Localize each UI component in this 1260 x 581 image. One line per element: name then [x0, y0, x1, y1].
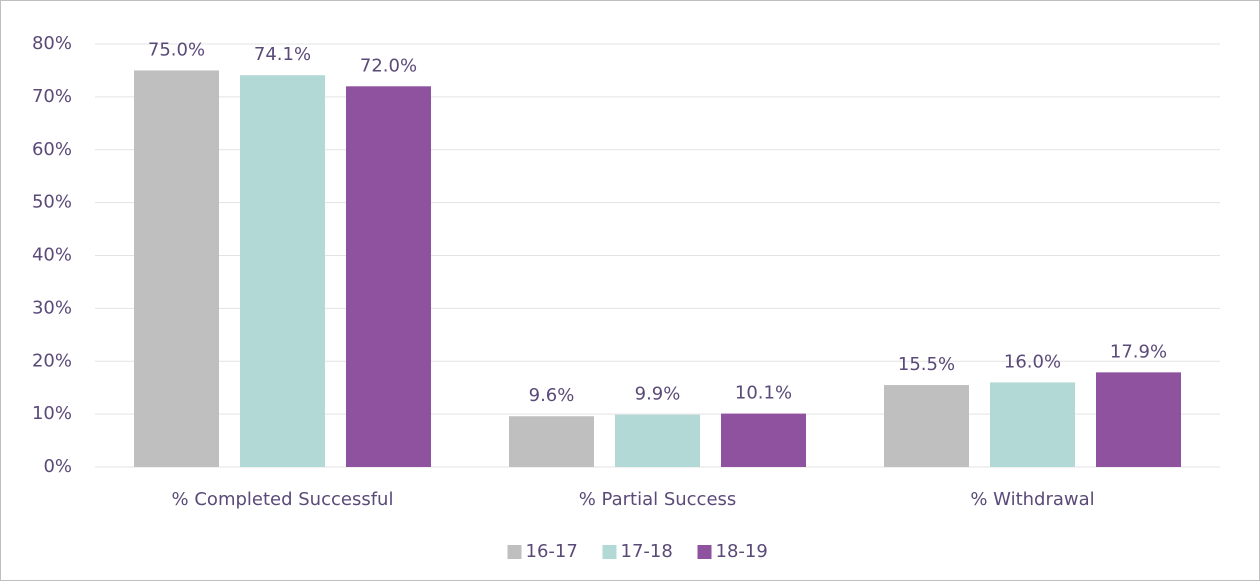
legend-swatch — [697, 545, 712, 559]
data-label: 9.9% — [635, 384, 681, 405]
bar — [134, 70, 219, 467]
data-label: 10.1% — [735, 383, 792, 404]
legend-label: 17-18 — [621, 541, 673, 562]
bar — [615, 414, 700, 467]
y-tick-label: 70% — [32, 86, 72, 107]
y-tick-label: 60% — [32, 139, 72, 160]
bar — [884, 385, 969, 467]
y-tick-label: 20% — [32, 350, 72, 371]
y-tick-label: 10% — [32, 403, 72, 424]
y-tick-label: 0% — [43, 456, 72, 477]
data-label: 75.0% — [148, 39, 205, 60]
data-label: 17.9% — [1110, 341, 1167, 362]
x-tick-label: % Partial Success — [579, 489, 737, 510]
bar — [346, 86, 431, 468]
x-tick-label: % Withdrawal — [970, 489, 1094, 510]
x-tick-label: % Completed Successful — [172, 489, 394, 510]
y-tick-label: 40% — [32, 245, 72, 266]
data-label: 9.6% — [529, 385, 575, 406]
bar — [990, 382, 1075, 467]
data-label: 15.5% — [898, 354, 955, 375]
bar — [721, 413, 806, 467]
data-label: 16.0% — [1004, 351, 1061, 372]
legend-swatch — [507, 545, 522, 559]
bar — [240, 75, 325, 467]
y-tick-label: 30% — [32, 297, 72, 318]
y-tick-label: 50% — [32, 192, 72, 213]
y-tick-label: 80% — [32, 33, 72, 54]
data-label: 72.0% — [360, 55, 417, 76]
legend-label: 18-19 — [716, 541, 768, 562]
bar — [1096, 372, 1181, 467]
legend-swatch — [602, 545, 617, 559]
legend-label: 16-17 — [526, 541, 578, 562]
bar — [509, 416, 594, 467]
data-label: 74.1% — [254, 44, 311, 65]
